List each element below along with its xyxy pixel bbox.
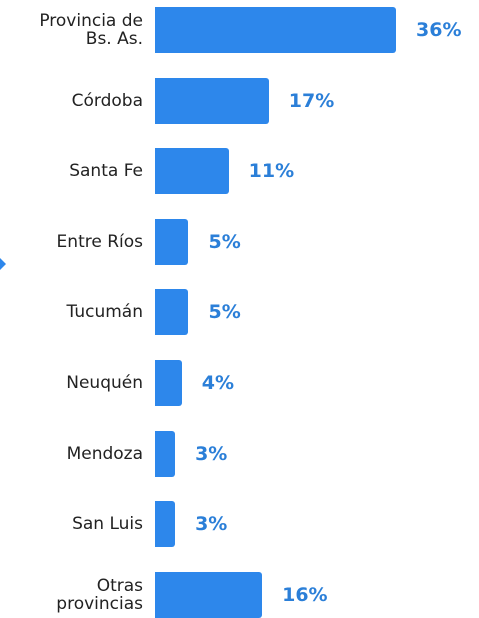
category-label: Entre Ríos [56, 231, 143, 252]
value-label: 3% [195, 513, 228, 536]
bar [155, 360, 182, 406]
bar [155, 571, 263, 618]
value-label: 5% [208, 230, 241, 253]
value-label: 36% [416, 19, 462, 41]
value-label: 4% [201, 372, 235, 394]
value-label: 3% [195, 442, 228, 465]
bar [155, 289, 189, 336]
bar [155, 430, 176, 477]
bar [155, 501, 176, 548]
value-label: 5% [208, 301, 241, 324]
category-label: Tucumán [66, 302, 143, 323]
category-label: Provincia de Bs. As. [39, 11, 143, 49]
category-label: Santa Fe [69, 161, 143, 182]
category-label: Otras provincias [56, 575, 143, 614]
bar [155, 7, 396, 53]
category-label: Córdoba [71, 90, 143, 111]
bar [155, 218, 189, 265]
bar [155, 77, 269, 124]
bar [155, 148, 229, 195]
value-label: 16% [282, 583, 328, 606]
caret-icon [0, 258, 6, 270]
category-label: Neuquén [66, 373, 143, 393]
category-label: San Luis [72, 514, 143, 535]
value-label: 17% [288, 89, 335, 112]
category-label: Mendoza [66, 443, 143, 464]
value-label: 11% [248, 160, 295, 183]
